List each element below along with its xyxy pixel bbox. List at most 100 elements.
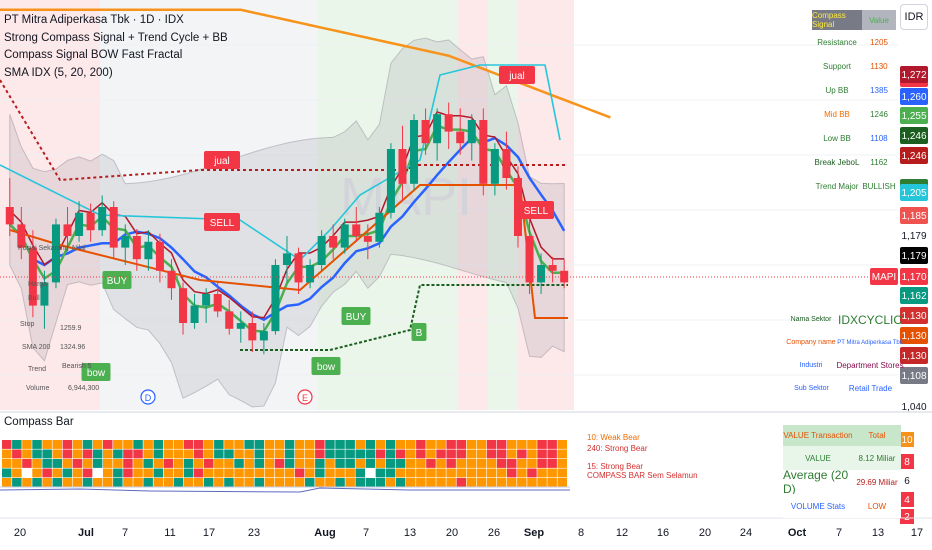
- compass-cell: [82, 449, 93, 459]
- compass-cell: [355, 459, 365, 468]
- compass-cell: [456, 468, 466, 478]
- compass-cell: [365, 468, 376, 478]
- candle-body: [202, 294, 211, 306]
- compass-cell: [294, 440, 305, 449]
- candle-body: [479, 120, 488, 184]
- compass-cell: [92, 478, 103, 487]
- compass-cell: [486, 449, 497, 459]
- compass-cell: [325, 459, 335, 468]
- compass-cell: [416, 468, 426, 478]
- compass-cell: [234, 478, 244, 487]
- signal-box-buy: [102, 271, 132, 289]
- signal-label-sell: jual: [508, 71, 525, 82]
- candle-body: [144, 241, 153, 260]
- compass-cell: [32, 459, 42, 468]
- value-table-row: VOLUME Stats LOW: [783, 494, 901, 518]
- compass-cell: [92, 459, 103, 468]
- candle-body: [271, 265, 280, 332]
- compass-table-row: Up BB 1385: [812, 78, 896, 102]
- compass-cell: [123, 459, 133, 468]
- compass-cell: [123, 468, 133, 478]
- compass-cell: [395, 468, 406, 478]
- compass-cell: [406, 440, 416, 449]
- sector-row-label: Sub Sektor: [794, 385, 829, 392]
- compass-cell: [416, 440, 426, 449]
- compass-cell: [103, 440, 113, 449]
- compass-cell: [143, 459, 153, 468]
- compass-cell: [163, 459, 174, 468]
- compass-cell: [12, 468, 22, 478]
- compass-cell: [173, 468, 184, 478]
- compass-cell: [204, 478, 214, 487]
- compass-cell: [446, 468, 456, 478]
- signal-label-buy: BUY: [346, 312, 367, 323]
- compass-cell: [527, 440, 537, 449]
- sector-row-value: IDXCYCLIC: [838, 312, 903, 327]
- indicator-2-label[interactable]: Compass Signal BOW Fast Fractal: [4, 49, 183, 61]
- compass-cell: [153, 459, 163, 468]
- candle-body: [86, 212, 95, 231]
- compass-cell: [335, 440, 345, 449]
- candle-body: [398, 149, 407, 184]
- candle-body: [63, 224, 72, 236]
- compass-table-row: Low BB 1108: [812, 126, 896, 150]
- compass-cell: [244, 459, 254, 468]
- compass-cell: [466, 478, 477, 487]
- compass-cell: [183, 478, 194, 487]
- compass-cell: [486, 440, 497, 449]
- compass-cell: [406, 459, 416, 468]
- compass-cell: [254, 440, 264, 449]
- compass-cell: [355, 440, 365, 449]
- price-tag: [900, 66, 928, 83]
- compass-cell: [163, 468, 174, 478]
- compass-table-header-value: Value: [862, 10, 896, 30]
- info-text: Bearish 5: [62, 363, 92, 370]
- value-row-label: VOLUME Stats: [783, 494, 853, 518]
- price-tag-label: 1,179: [901, 231, 926, 242]
- compass-cell: [113, 468, 123, 478]
- compass-cell: [193, 459, 204, 468]
- value-table-row: Average (20 D) 29.69 Miliar: [783, 468, 901, 496]
- compass-cell: [486, 468, 497, 478]
- compass-cell: [153, 478, 163, 487]
- compass-cell: [244, 440, 254, 449]
- price-tag-label: 1,246: [901, 131, 926, 142]
- compass-cell: [214, 468, 224, 478]
- compass-cell: [335, 449, 345, 459]
- compass-cell: [365, 440, 376, 449]
- candle-body: [121, 236, 130, 248]
- compass-cell: [517, 478, 527, 487]
- compass-cell: [153, 468, 163, 478]
- compass-cell: [527, 449, 537, 459]
- candle-body: [51, 224, 60, 283]
- price-tag-label: 1,260: [901, 92, 926, 103]
- currency-button[interactable]: IDR: [900, 4, 928, 30]
- compass-cell: [375, 478, 386, 487]
- info-text: Stop: [20, 321, 35, 328]
- compass-cell: [82, 459, 93, 468]
- price-tag-label: 1,170: [901, 272, 926, 283]
- compass-cell: [284, 440, 295, 449]
- compass-cell: [92, 449, 103, 459]
- price-tag-label: 1,272: [901, 70, 926, 81]
- candle-body: [306, 265, 315, 283]
- candle-body: [5, 207, 14, 225]
- compass-cell: [274, 449, 285, 459]
- compass-row-label: Trend Major: [815, 181, 859, 191]
- signal-label-sell: SELL: [210, 218, 235, 229]
- compass-cell: [72, 449, 83, 459]
- compass-cell: [123, 440, 133, 449]
- value-row-label: Average (20 D): [783, 468, 853, 496]
- compass-cell: [456, 440, 466, 449]
- compass-cell: [375, 468, 386, 478]
- compass-cell: [547, 478, 557, 487]
- compass-cell: [264, 440, 275, 449]
- compass-cell: [2, 449, 12, 459]
- indicator-3-label[interactable]: SMA IDX (5, 20, 200): [4, 66, 113, 79]
- price-tag-label: 1,179: [901, 251, 926, 262]
- price-tag: [900, 287, 928, 304]
- indicator-1-label[interactable]: Strong Compass Signal + Trend Cycle + BB: [4, 31, 228, 44]
- value-row-value: 29.69 Miliar: [853, 470, 901, 494]
- signal-box-sell: [204, 151, 240, 169]
